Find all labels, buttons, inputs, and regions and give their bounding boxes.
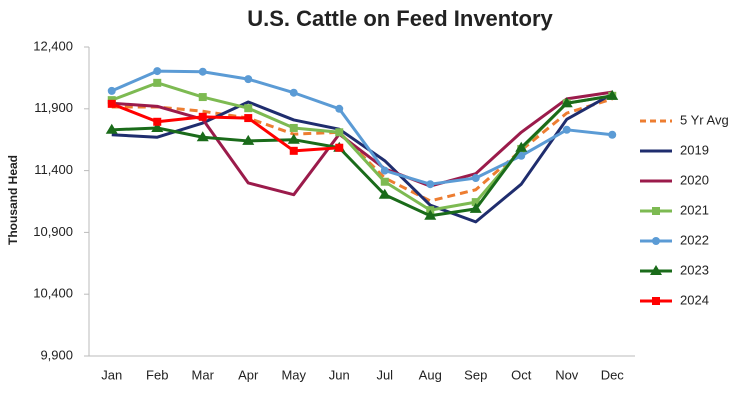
point — [650, 265, 662, 275]
point — [244, 104, 253, 113]
point — [608, 130, 617, 139]
x-tick-label: May — [281, 367, 306, 382]
y-tick-label: 10,400 — [33, 286, 73, 301]
point — [562, 125, 571, 134]
point — [515, 141, 528, 152]
point — [469, 202, 482, 213]
point — [153, 67, 162, 76]
legend-label: 2022 — [680, 232, 709, 247]
point — [424, 209, 437, 220]
point — [287, 133, 300, 144]
x-tick-label: Sep — [464, 367, 487, 382]
point — [652, 237, 660, 245]
point — [196, 131, 209, 142]
x-tick-label: Jul — [376, 367, 393, 382]
legend-label: 2021 — [680, 202, 709, 217]
point — [378, 188, 391, 199]
x-tick-label: Feb — [146, 367, 168, 382]
point — [560, 97, 573, 108]
point — [151, 121, 164, 132]
y-tick-label: 10,900 — [33, 224, 73, 239]
x-tick-label: Jun — [329, 367, 350, 382]
point — [244, 75, 253, 84]
point — [471, 174, 480, 183]
point — [335, 104, 344, 113]
line — [111, 94, 613, 218]
x-tick-label: Jan — [101, 367, 122, 382]
legend-label: 2024 — [680, 292, 709, 307]
point — [606, 89, 619, 100]
point — [380, 166, 389, 175]
y-tick-label: 11,400 — [34, 162, 73, 177]
point — [242, 134, 255, 145]
x-tick-label: Dec — [601, 367, 625, 382]
point — [289, 88, 298, 97]
x-tick-label: Mar — [192, 367, 215, 382]
point — [517, 151, 526, 160]
legend-label: 2019 — [680, 142, 709, 157]
y-axis-title: Thousand Head — [6, 155, 20, 245]
point — [335, 143, 344, 152]
line — [111, 102, 340, 153]
point — [426, 180, 435, 189]
point — [289, 123, 298, 132]
y-tick-label: 11,900 — [34, 100, 73, 115]
point — [380, 177, 389, 186]
legend-label: 2023 — [680, 262, 709, 277]
point — [107, 86, 116, 95]
y-tick-label: 12,400 — [33, 38, 73, 53]
point — [244, 114, 253, 123]
line — [111, 92, 613, 224]
point — [107, 99, 116, 108]
point — [198, 112, 207, 121]
y-tick-label: 9,900 — [40, 347, 73, 362]
point — [335, 128, 344, 137]
legend-label: 2020 — [680, 172, 709, 187]
x-tick-label: Aug — [419, 367, 442, 382]
x-tick-label: Apr — [238, 367, 259, 382]
point — [652, 207, 660, 215]
chart-title: U.S. Cattle on Feed Inventory — [247, 6, 553, 31]
point — [652, 297, 660, 305]
point — [198, 93, 207, 102]
point — [153, 78, 162, 87]
point — [153, 117, 162, 126]
x-tick-label: Oct — [511, 367, 532, 382]
point — [198, 67, 207, 76]
point — [289, 146, 298, 155]
point — [471, 198, 480, 207]
point — [105, 123, 118, 134]
legend-label: 5 Yr Avg — [680, 112, 729, 127]
line — [111, 69, 613, 186]
x-tick-label: Nov — [555, 367, 579, 382]
